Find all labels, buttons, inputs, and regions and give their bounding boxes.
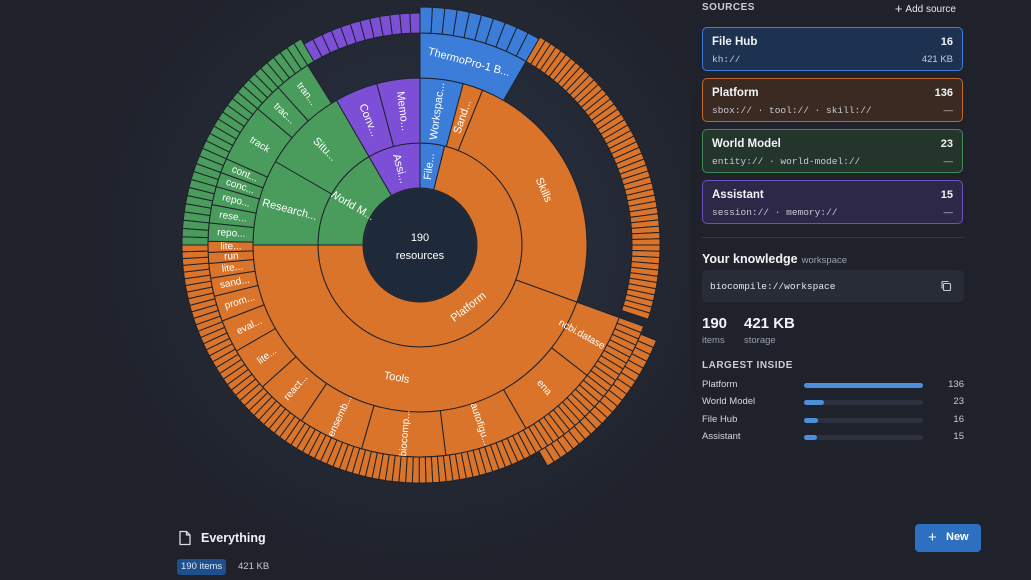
source-card-world-model[interactable]: World Model 23 entity:// · world-model:/… [702,129,963,173]
ring2-segment[interactable] [457,89,588,303]
add-source-button[interactable]: + Add source [895,1,956,16]
file-segment[interactable] [399,12,412,35]
largest-row-label: Assistant [702,431,741,442]
largest-row-value: 136 [948,379,964,390]
sources-header: SOURCES + Add source [702,1,964,16]
largest-row-value: 16 [953,414,964,425]
workspace-uri-box: biocompile://workspace [702,270,964,302]
largest-row-value: 23 [953,396,964,407]
largest-row-value: 15 [953,431,964,442]
source-prefixes: session:// · memory:// [712,207,838,218]
largest-row[interactable]: Assistant 15 [702,431,964,445]
source-size: — [943,105,954,116]
source-size: 421 KB [921,54,953,65]
document-icon [179,530,191,546]
add-source-label: Add source [905,4,956,15]
stat-items-value: 190 [702,315,728,332]
source-prefixes: entity:// · world-model:// [712,156,861,167]
largest-row[interactable]: Platform 136 [702,379,964,393]
ring2-segment[interactable] [376,77,421,148]
source-count: 136 [934,87,953,99]
source-name: File Hub [712,36,758,48]
largest-row-label: Platform [702,379,738,390]
largest-row-label: World Model [702,396,756,407]
file-segment[interactable] [631,238,661,246]
source-card-platform[interactable]: Platform 136 sbox:// · tool:// · skill:/… [702,78,963,122]
file-segment[interactable] [409,12,421,34]
divider [702,237,964,238]
workspace-uri: biocompile://workspace [710,281,836,292]
total-size: 421 KB [238,561,270,572]
largest-row-bar [804,383,923,388]
file-segment[interactable] [419,6,433,34]
center-circle[interactable] [364,189,476,301]
source-size: — [943,207,954,218]
knowledge-title: Your knowledge [702,252,798,266]
largest-row-track [804,435,923,440]
source-size: — [943,156,954,167]
plus-icon: + [894,1,903,16]
stat-items: 190 items [702,315,727,346]
largest-row-track [804,383,923,388]
source-card-file-hub[interactable]: File Hub 16 kh:// 421 KB [702,27,963,71]
source-count: 16 [940,36,953,48]
largest-row-track [804,418,923,423]
new-button[interactable]: + New [915,524,981,552]
copy-icon[interactable] [940,280,952,292]
largest-row[interactable]: File Hub 16 [702,414,964,428]
file-segment[interactable] [418,456,427,484]
source-count: 15 [940,189,953,201]
largest-row-bar [804,418,819,423]
source-name: Assistant [712,189,764,201]
largest-row-bar [804,435,818,440]
file-segment[interactable] [620,304,651,320]
new-button-label: New [946,531,969,543]
ring3-segment[interactable] [360,404,447,458]
stat-storage-value: 421 KB [744,315,795,332]
largest-row-bar [804,400,825,405]
largest-row[interactable]: World Model 23 [702,396,964,410]
largest-inside-title: LARGEST INSIDE [702,360,793,371]
file-segment[interactable] [181,244,209,253]
source-count: 23 [940,138,953,150]
source-name: World Model [712,138,781,150]
source-card-assistant[interactable]: Assistant 15 session:// · memory:// — [702,180,963,224]
items-count-badge: 190 items [177,559,227,575]
stat-items-label: items [702,335,725,346]
file-segment[interactable] [424,456,434,484]
plus-icon: + [928,529,937,546]
stat-storage-label: storage [744,335,776,346]
sources-title: SOURCES [702,2,755,13]
source-prefixes: kh:// [712,54,741,65]
file-segment[interactable] [538,446,555,467]
knowledge-heading: Your knowledge workspace [702,250,847,268]
source-prefixes: sbox:// · tool:// · skill:// [712,105,872,116]
knowledge-subtitle: workspace [801,255,848,266]
breadcrumb-title: Everything [201,531,266,545]
largest-row-label: File Hub [702,414,738,425]
stat-storage: 421 KB storage [744,315,795,346]
source-name: Platform [712,87,759,99]
ring3-segment[interactable] [207,240,254,253]
largest-row-track [804,400,923,405]
